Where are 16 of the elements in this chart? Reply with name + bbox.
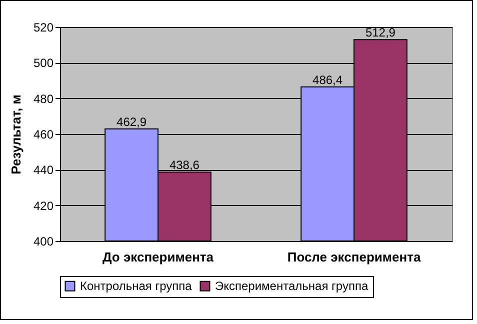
data-label: 438,6: [169, 158, 200, 172]
y-tick-label: 440: [33, 163, 54, 178]
y-tick-label: 400: [33, 234, 54, 248]
data-label: 462,9: [116, 114, 147, 129]
legend-label: Контрольная группа: [80, 279, 192, 294]
y-tick-label: 520: [33, 20, 54, 34]
y-tick-label: 460: [33, 128, 54, 142]
x-tick-label: После эксперимента: [287, 250, 422, 264]
legend-label: Экспериментальная группа: [215, 279, 368, 294]
y-tick-label: 500: [33, 56, 54, 70]
data-label: 486,4: [312, 72, 343, 87]
data-label: 512,9: [365, 26, 396, 40]
y-axis-title: Результат, м: [8, 94, 24, 174]
x-tick-label: До эксперимента: [102, 250, 214, 264]
y-tick-label: 420: [33, 198, 54, 213]
y-tick-label: 480: [33, 92, 54, 106]
